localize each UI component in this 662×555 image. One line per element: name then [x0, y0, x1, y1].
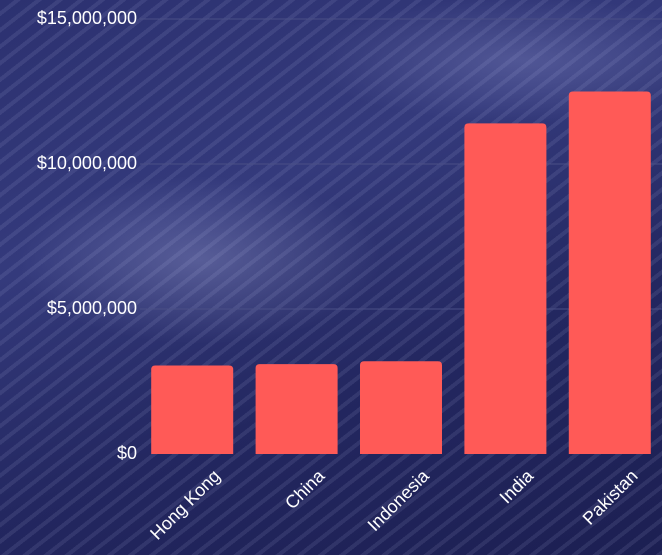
x-tick-label: China: [281, 465, 329, 513]
bar: [568, 91, 651, 454]
bar: [151, 365, 234, 454]
y-tick-label: $0: [117, 443, 137, 463]
x-tick-label: Pakistan: [579, 466, 642, 529]
y-tick-label: $15,000,000: [37, 8, 137, 28]
y-tick-label: $5,000,000: [47, 298, 137, 318]
y-tick-label: $10,000,000: [37, 153, 137, 173]
x-tick-label: Indonesia: [364, 465, 434, 535]
x-tick-label: India: [496, 465, 538, 507]
bar: [360, 361, 442, 454]
bar: [464, 123, 547, 455]
bar: [255, 364, 338, 454]
x-tick-label: Hong Kong: [146, 466, 224, 544]
